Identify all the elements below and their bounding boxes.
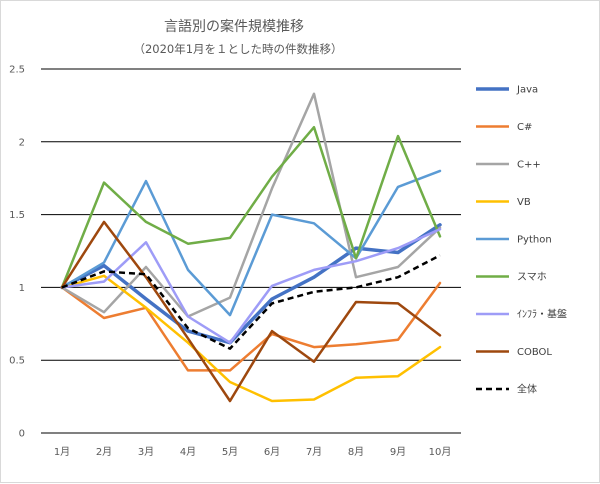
y-tick-label: 2 bbox=[19, 137, 25, 148]
legend-label: VB bbox=[517, 197, 531, 208]
x-tick-label: 1月 bbox=[54, 446, 70, 458]
legend-label: Python bbox=[517, 235, 552, 246]
legend-label: Java bbox=[516, 85, 538, 96]
chart-subtitle: （2020年1月を１とした時の件数推移） bbox=[133, 42, 342, 56]
y-tick-label: 0.5 bbox=[9, 356, 25, 367]
series-line-6 bbox=[60, 227, 442, 344]
chart-title: 言語別の案件規模推移 bbox=[164, 18, 304, 35]
x-tick-label: 5月 bbox=[222, 446, 238, 458]
series-line-8 bbox=[61, 254, 441, 350]
legend: Java C# C++ VB Python スマホ ｲﾝﾌﾗ・基盤 COBOL 全体 bbox=[476, 85, 567, 396]
series-line-2 bbox=[60, 92, 442, 318]
gridlines bbox=[41, 68, 461, 434]
series-line-4 bbox=[60, 169, 442, 317]
series-line-7 bbox=[60, 220, 442, 403]
series-line-3 bbox=[60, 274, 442, 403]
legend-label: C++ bbox=[517, 160, 541, 171]
series-lines bbox=[60, 92, 442, 403]
y-tick-label: 2.5 bbox=[9, 65, 25, 76]
x-tick-label: 7月 bbox=[306, 446, 322, 458]
legend-label: スマホ bbox=[517, 271, 547, 283]
x-tick-label: 10月 bbox=[429, 446, 452, 458]
x-tick-label: 6月 bbox=[264, 446, 280, 458]
x-tick-label: 3月 bbox=[138, 446, 154, 458]
x-tick-label: 4月 bbox=[180, 446, 196, 458]
legend-label: 全体 bbox=[517, 383, 537, 396]
x-tick-label: 8月 bbox=[348, 446, 364, 458]
legend-label: COBOL bbox=[517, 347, 552, 358]
legend-label: ｲﾝﾌﾗ・基盤 bbox=[517, 308, 567, 321]
series-line-1 bbox=[60, 281, 442, 372]
y-tick-label: 0 bbox=[19, 429, 25, 440]
x-tick-label: 2月 bbox=[96, 446, 112, 458]
y-axis-ticks: 0 0.5 1 1.5 2 2.5 bbox=[9, 65, 25, 440]
series-line-0 bbox=[60, 223, 442, 345]
legend-label: C# bbox=[517, 122, 532, 133]
x-axis-ticks: 1月 2月 3月 4月 5月 6月 7月 8月 9月 10月 bbox=[54, 446, 452, 458]
y-tick-label: 1 bbox=[19, 283, 25, 294]
y-tick-label: 1.5 bbox=[9, 210, 25, 221]
series-line-5 bbox=[60, 125, 442, 289]
x-tick-label: 9月 bbox=[390, 446, 406, 458]
